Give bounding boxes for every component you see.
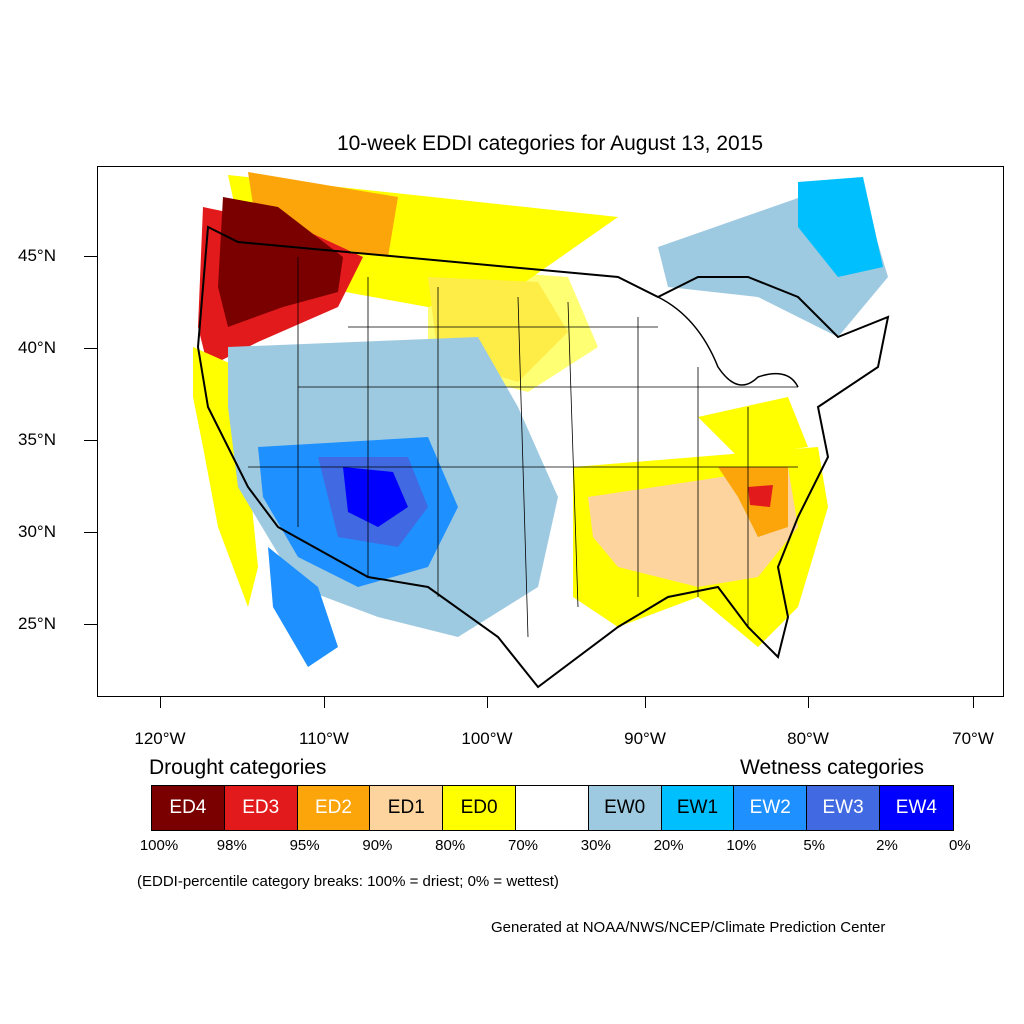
- mexico-border: [277, 526, 499, 638]
- map-title: 10-week EDDI categories for August 13, 2…: [336, 132, 764, 155]
- field-ed3-carolinas: [748, 485, 773, 507]
- map-canvas: [193, 172, 890, 689]
- eddi-map: [97, 166, 1004, 697]
- legend-box-ed4: ED4: [152, 786, 225, 830]
- lon-tick: [487, 697, 488, 708]
- legend-colorbar: ED4 ED3 ED2 ED1 ED0 EW0 EW1 EW2 EW3 EW4: [151, 785, 954, 831]
- legend-box-neutral: [515, 786, 589, 830]
- lon-label-70w: 70°W: [952, 729, 994, 748]
- field-ed4-northwest: [218, 197, 343, 327]
- lon-tick: [645, 697, 646, 708]
- lon-tick: [808, 697, 809, 708]
- great-lakes: [657, 296, 799, 388]
- legend-box-ed3: ED3: [224, 786, 298, 830]
- drought-heading: Drought categories: [149, 756, 327, 779]
- break-label: 2%: [876, 837, 898, 854]
- legend-box-ew3: EW3: [807, 786, 880, 830]
- field-ew1-quebec: [798, 177, 883, 277]
- breaks-note: (EDDI-percentile category breaks: 100% =…: [137, 873, 559, 890]
- field-ed0-ohio: [698, 397, 808, 457]
- credit-line: Generated at NOAA/NWS/NCEP/Climate Predi…: [491, 919, 886, 936]
- lat-label-25n: 25°N: [18, 614, 56, 633]
- category-fields: [193, 172, 888, 667]
- field-ew4-southwest: [343, 467, 408, 527]
- break-label: 98%: [216, 837, 247, 854]
- legend-box-ew2: EW2: [734, 786, 808, 830]
- lat-tick: [84, 440, 97, 441]
- break-label: 90%: [362, 837, 393, 854]
- break-label: 80%: [435, 837, 466, 854]
- break-label: 30%: [580, 837, 611, 854]
- lat-tick: [84, 624, 97, 625]
- lon-tick: [324, 697, 325, 708]
- us-outline: [196, 225, 890, 689]
- lat-label-40n: 40°N: [18, 338, 56, 357]
- lat-tick: [84, 348, 97, 349]
- legend-box-ew0: EW0: [588, 786, 662, 830]
- legend-box-ew1: EW1: [661, 786, 735, 830]
- canada-border: [237, 241, 619, 278]
- field-ew2-baja: [268, 547, 338, 667]
- legend-box-ew4: EW4: [879, 786, 953, 830]
- break-label: 10%: [726, 837, 757, 854]
- lat-label-30n: 30°N: [18, 522, 56, 541]
- lon-label-120w: 120°W: [134, 729, 186, 748]
- lon-tick: [160, 697, 161, 708]
- break-label: 5%: [803, 837, 826, 854]
- coastlines-and-borders: [196, 225, 890, 689]
- break-label: 95%: [289, 837, 320, 854]
- wetness-heading: Wetness categories: [740, 756, 925, 779]
- legend-box-ed2: ED2: [297, 786, 371, 830]
- lon-label-80w: 80°W: [787, 729, 829, 748]
- lon-label-110w: 110°W: [299, 729, 349, 748]
- break-label: 0%: [948, 837, 971, 854]
- lat-label-45n: 45°N: [18, 246, 56, 265]
- lat-label-35n: 35°N: [18, 430, 56, 449]
- break-label: 70%: [507, 837, 539, 854]
- legend-box-ed0: ED0: [443, 786, 516, 830]
- state-borders: [248, 257, 798, 638]
- lat-tick: [84, 532, 97, 533]
- break-label: 100%: [139, 837, 179, 854]
- lon-label-90w: 90°W: [624, 729, 666, 748]
- break-label: 20%: [653, 837, 684, 854]
- lat-tick: [84, 256, 97, 257]
- lon-label-100w: 100°W: [461, 729, 513, 748]
- lon-tick: [973, 697, 974, 708]
- legend-box-ed1: ED1: [370, 786, 444, 830]
